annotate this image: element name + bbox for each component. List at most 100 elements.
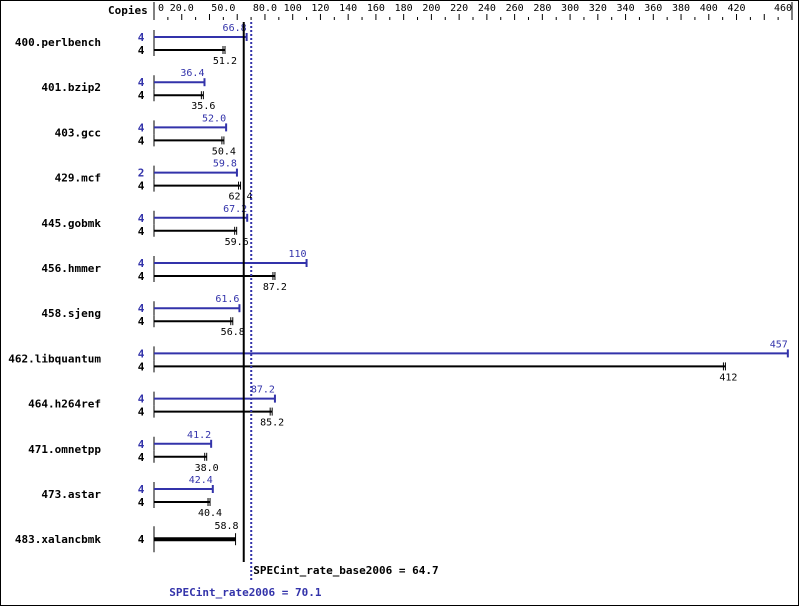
bench-name: 462.libquantum	[8, 352, 101, 365]
base-value: 40.4	[198, 508, 222, 519]
peak-copies: 4	[138, 483, 145, 496]
base-copies: 4	[138, 44, 145, 57]
peak-copies: 4	[138, 31, 145, 44]
bench-name: 473.astar	[41, 488, 101, 501]
base-value: 38.0	[195, 463, 219, 474]
peak-value: 42.4	[189, 475, 213, 486]
peak-copies: 4	[138, 393, 145, 406]
peak-value: 457	[770, 339, 788, 350]
bench-row: 403.gcc 4 52.0 4 50.4	[55, 113, 236, 157]
peak-copies: 4	[138, 302, 145, 315]
bench-row: 456.hmmer 4 110 4 87.2	[41, 249, 308, 293]
peak-copies: 4	[138, 438, 145, 451]
base-copies: 4	[138, 533, 145, 546]
base-value: 85.2	[260, 418, 284, 429]
base-value: 87.2	[263, 282, 287, 293]
base-value: 62.4	[228, 192, 252, 203]
bench-name: 445.gobmk	[41, 217, 101, 230]
tick-label: 240	[478, 3, 496, 14]
peak-value: 61.6	[215, 294, 239, 305]
base-copies: 4	[138, 89, 145, 102]
base-value: 35.6	[191, 101, 215, 112]
tick-label: 360	[644, 3, 662, 14]
bench-row: 483.xalancbmk 4 58.8	[15, 521, 239, 553]
base-value: 412	[719, 372, 737, 383]
base-copies: 4	[138, 496, 145, 509]
bench-name: 456.hmmer	[41, 262, 101, 275]
base-copies: 4	[138, 270, 145, 283]
tick-label: 320	[589, 3, 607, 14]
peak-value: 87.2	[251, 385, 275, 396]
base-value: 50.4	[212, 146, 236, 157]
tick-label: 460	[774, 3, 792, 14]
bench-row: 462.libquantum 4 457 4 412	[8, 339, 789, 383]
peak-copies: 4	[138, 212, 145, 225]
base-value: 58.8	[214, 521, 238, 532]
base-mean-label: SPECint_rate_base2006 = 64.7	[253, 564, 438, 577]
tick-label: 120	[311, 3, 329, 14]
peak-value: 41.2	[187, 430, 211, 441]
base-value: 56.8	[221, 327, 245, 338]
tick-label: 220	[450, 3, 468, 14]
bench-name: 429.mcf	[55, 172, 101, 185]
base-value: 59.6	[225, 237, 249, 248]
tick-label: 280	[533, 3, 551, 14]
bench-rows: 400.perlbench 4 66.8 4 51.2 401.bzip2 4 36.4 4 35…	[8, 23, 789, 553]
tick-label: 140	[339, 3, 357, 14]
tick-label: 100	[284, 3, 302, 14]
tick-label: 300	[561, 3, 579, 14]
peak-value: 110	[289, 249, 307, 260]
tick-label: 80.0	[253, 3, 277, 14]
peak-copies: 4	[138, 257, 145, 270]
tick-label: 420	[727, 3, 745, 14]
peak-value: 67.2	[223, 204, 247, 215]
bench-name: 483.xalancbmk	[15, 533, 101, 546]
tick-label: 260	[506, 3, 524, 14]
peak-value: 66.8	[223, 23, 247, 34]
base-copies: 4	[138, 451, 145, 464]
tick-label: 0	[158, 3, 164, 14]
bench-row: 401.bzip2 4 36.4 4 35.6	[41, 68, 215, 112]
peak-value: 52.0	[202, 113, 226, 124]
x-axis: 0 20.0 50.0 80.0 100 120 140 160 180 200 220 240 260…	[153, 2, 793, 20]
base-copies: 4	[138, 180, 145, 193]
base-copies: 4	[138, 360, 145, 373]
peak-copies: 2	[138, 167, 145, 180]
peak-copies: 4	[138, 76, 145, 89]
base-copies: 4	[138, 315, 145, 328]
mean-lines: SPECint_rate_base2006 = 64.7 SPECint_rate…	[169, 22, 439, 599]
bench-row: 471.omnetpp 4 41.2 4 38.0	[28, 430, 219, 474]
bench-row: 458.sjeng 4 61.6 4 56.8	[41, 294, 244, 338]
bench-name: 403.gcc	[55, 126, 101, 139]
tick-label: 160	[367, 3, 385, 14]
peak-copies: 4	[138, 121, 145, 134]
tick-label: 400	[700, 3, 718, 14]
tick-label: 180	[395, 3, 413, 14]
bench-name: 464.h264ref	[28, 398, 101, 411]
peak-value: 36.4	[180, 68, 204, 79]
tick-label: 20.0	[170, 3, 194, 14]
peak-copies: 4	[138, 347, 145, 360]
tick-label: 340	[617, 3, 635, 14]
base-copies: 4	[138, 225, 145, 238]
bench-name: 471.omnetpp	[28, 443, 101, 456]
bench-row: 429.mcf 2 59.8 4 62.4	[55, 159, 253, 203]
bench-row: 400.perlbench 4 66.8 4 51.2	[15, 23, 248, 67]
tick-label: 380	[672, 3, 690, 14]
bench-name: 401.bzip2	[41, 81, 101, 94]
bench-row: 445.gobmk 4 67.2 4 59.6	[41, 204, 248, 248]
bench-name: 400.perlbench	[15, 36, 101, 49]
copies-header: Copies	[108, 4, 148, 17]
peak-value: 59.8	[213, 159, 237, 170]
bench-name: 458.sjeng	[41, 307, 101, 320]
base-copies: 4	[138, 134, 145, 147]
base-copies: 4	[138, 406, 145, 419]
base-value: 51.2	[213, 56, 237, 67]
tick-label: 50.0	[211, 3, 235, 14]
tick-label: 200	[422, 3, 440, 14]
bench-row: 464.h264ref 4 87.2 4 85.2	[28, 385, 284, 429]
peak-mean-label: SPECint_rate2006 = 70.1	[169, 586, 322, 599]
bench-row: 473.astar 4 42.4 4 40.4	[41, 475, 222, 519]
